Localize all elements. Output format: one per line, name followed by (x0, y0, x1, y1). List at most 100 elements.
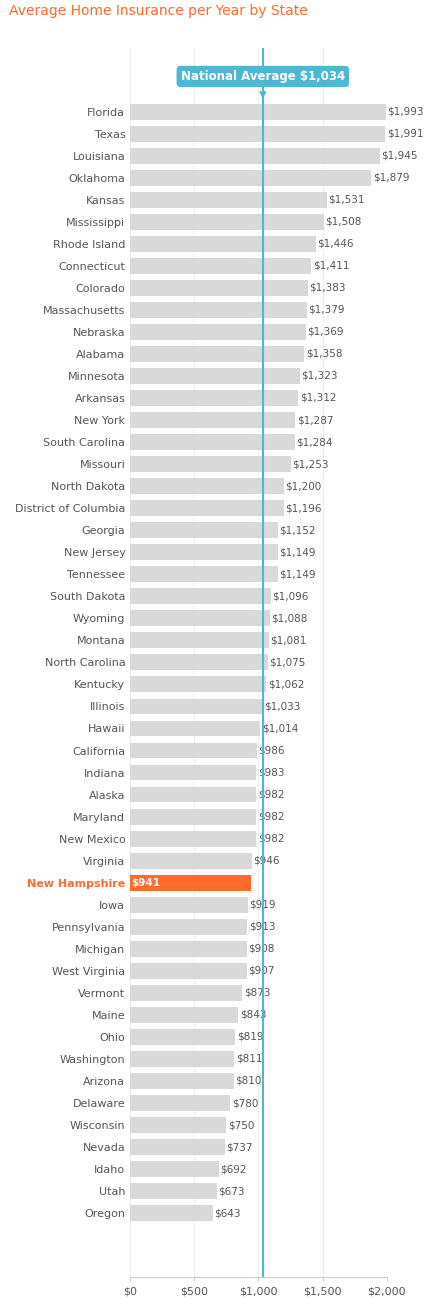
Text: $1,993: $1,993 (386, 106, 423, 117)
Bar (130, 1007, 238, 1023)
Bar (130, 1184, 216, 1200)
Bar (130, 258, 311, 274)
Bar (130, 764, 256, 780)
Text: $1,446: $1,446 (316, 239, 353, 249)
Bar (130, 566, 277, 582)
Bar (130, 1162, 219, 1177)
Bar (130, 391, 298, 406)
Text: National Average $1,034: National Average $1,034 (180, 69, 344, 97)
Text: $908: $908 (247, 944, 274, 954)
Text: $983: $983 (257, 767, 284, 777)
Text: $1,358: $1,358 (305, 349, 342, 359)
Text: $1,531: $1,531 (327, 195, 364, 205)
Text: $843: $843 (239, 1009, 266, 1020)
Text: $982: $982 (257, 789, 283, 800)
Text: $1,312: $1,312 (299, 393, 336, 402)
Text: $946: $946 (252, 856, 279, 865)
Bar (130, 281, 307, 296)
Bar (130, 809, 255, 825)
Bar (130, 1205, 212, 1221)
Bar (130, 1139, 224, 1155)
Text: $810: $810 (235, 1076, 261, 1086)
Bar (130, 302, 306, 317)
Bar (130, 434, 294, 450)
Bar (130, 897, 247, 912)
Text: $913: $913 (248, 922, 275, 932)
Text: $1,075: $1,075 (269, 657, 305, 667)
Text: $1,088: $1,088 (271, 614, 307, 623)
Bar (130, 941, 246, 957)
Bar (130, 412, 295, 427)
Bar (130, 632, 268, 648)
Text: $1,253: $1,253 (292, 459, 328, 469)
Text: $1,196: $1,196 (284, 503, 321, 513)
Text: $1,991: $1,991 (386, 128, 423, 139)
Text: $1,383: $1,383 (308, 283, 345, 292)
Bar (130, 699, 262, 714)
Bar (130, 611, 269, 627)
Text: $982: $982 (257, 812, 283, 822)
Text: $1,014: $1,014 (261, 724, 297, 733)
Text: $1,096: $1,096 (272, 591, 308, 602)
Text: $819: $819 (236, 1032, 263, 1042)
Bar (130, 324, 305, 340)
Text: $643: $643 (214, 1209, 240, 1218)
Text: Average Home Insurance per Year by State: Average Home Insurance per Year by State (9, 4, 307, 18)
Bar (130, 919, 247, 935)
Text: $919: $919 (249, 899, 276, 910)
Bar (130, 479, 283, 494)
Text: $1,411: $1,411 (312, 261, 348, 271)
Bar (130, 1029, 235, 1045)
Bar (130, 787, 255, 802)
Bar (130, 676, 266, 692)
Bar (130, 104, 385, 119)
Text: $1,149: $1,149 (279, 547, 315, 557)
Bar (130, 456, 290, 472)
Bar (130, 544, 277, 560)
Text: $780: $780 (231, 1099, 258, 1108)
Bar (130, 126, 385, 142)
Bar (130, 346, 304, 362)
Text: $1,369: $1,369 (307, 326, 343, 337)
Bar (130, 1072, 233, 1089)
Text: $673: $673 (218, 1186, 244, 1196)
Text: $1,945: $1,945 (380, 151, 417, 161)
Bar (130, 169, 370, 186)
Text: $737: $737 (226, 1142, 252, 1152)
Text: $1,033: $1,033 (264, 701, 300, 712)
Text: $1,062: $1,062 (267, 679, 304, 690)
Text: $1,081: $1,081 (270, 636, 306, 645)
Bar (130, 874, 250, 890)
Bar (130, 191, 326, 207)
Bar (130, 214, 323, 229)
Text: $1,200: $1,200 (285, 481, 321, 492)
Bar (130, 522, 277, 538)
Bar (130, 985, 242, 1000)
Text: $982: $982 (257, 834, 283, 843)
Bar (130, 721, 260, 737)
Bar (130, 831, 255, 847)
Text: $907: $907 (247, 966, 274, 975)
Bar (130, 1051, 234, 1067)
Bar (130, 1117, 226, 1133)
Text: $1,879: $1,879 (372, 173, 408, 182)
Text: $692: $692 (220, 1164, 247, 1175)
Bar (130, 368, 299, 384)
Text: $873: $873 (243, 988, 269, 998)
Text: $1,287: $1,287 (296, 416, 332, 425)
Bar (130, 501, 283, 517)
Bar (130, 148, 379, 164)
Bar (130, 589, 270, 604)
Text: $1,284: $1,284 (296, 437, 332, 447)
Text: $750: $750 (227, 1120, 254, 1130)
Bar (130, 852, 251, 869)
Text: $1,152: $1,152 (279, 526, 315, 535)
Text: $986: $986 (258, 746, 284, 755)
Bar (130, 742, 256, 759)
Bar (130, 236, 315, 252)
Bar (130, 1095, 230, 1110)
Text: $811: $811 (235, 1054, 261, 1065)
Text: $1,323: $1,323 (301, 371, 337, 382)
Bar (130, 962, 246, 979)
Text: $941: $941 (131, 877, 160, 888)
